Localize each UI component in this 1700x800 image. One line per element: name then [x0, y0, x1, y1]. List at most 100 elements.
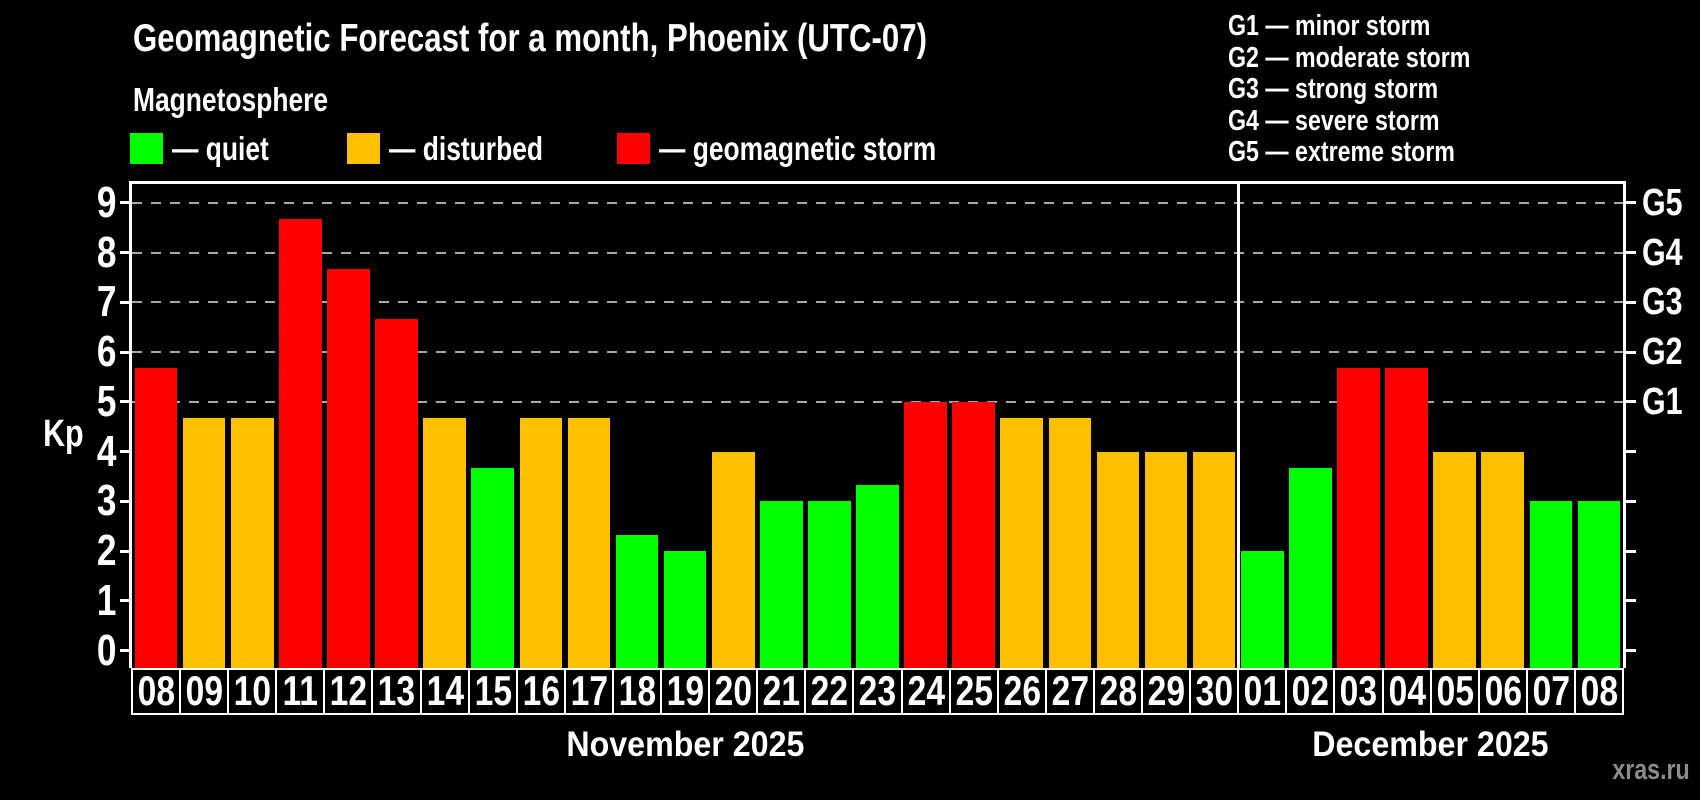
date-cell-label: 12	[330, 667, 368, 714]
y-axis-tick	[120, 499, 131, 503]
y-axis-tick	[120, 300, 131, 304]
date-cell: 24	[900, 668, 951, 715]
month-label-december: December 2025	[1231, 726, 1631, 764]
y-tick-label: 3	[36, 479, 116, 523]
legend-item-quiet: — quiet	[130, 131, 390, 166]
g-axis-label: G4	[1642, 233, 1700, 273]
g-axis-label-text: G2	[1642, 331, 1683, 373]
y-tick-label: 9	[36, 177, 116, 227]
date-cell-label: 16	[522, 667, 560, 714]
date-cell: 08	[1573, 668, 1624, 715]
date-cell: 04	[1381, 667, 1432, 715]
y-tick-label: 4	[36, 429, 116, 474]
date-cell-label: 11	[282, 667, 319, 714]
g-axis-label-text: G1	[1642, 380, 1683, 423]
bar-day-21	[760, 501, 803, 668]
gridline-kp7	[132, 301, 1623, 304]
bar-day-28	[1096, 451, 1140, 668]
right-axis-tick	[1625, 499, 1636, 503]
date-cell: 06	[1477, 668, 1528, 715]
date-cell-label: 26	[1003, 667, 1041, 714]
y-tick-label: 1	[36, 578, 116, 623]
date-cell: 28	[1092, 667, 1144, 715]
gridline-kp9	[132, 201, 1623, 204]
y-tick-label: 0	[36, 628, 116, 673]
date-cell-label: 10	[233, 667, 272, 714]
right-axis-tick	[1625, 549, 1636, 553]
gridline-kp5	[132, 400, 1623, 403]
bar-day-01	[1240, 551, 1284, 668]
legend-item-disturbed: — disturbed	[347, 130, 647, 167]
date-cell-label: 28	[1099, 667, 1137, 714]
disturbed-color-swatch	[347, 133, 380, 164]
bar-day-17	[567, 418, 611, 668]
g-axis-label-text: G3	[1642, 281, 1683, 324]
date-cell-label: 19	[666, 667, 705, 714]
y-tick-label: 6	[36, 330, 116, 374]
bar-day-18	[615, 534, 659, 668]
y-axis-tick	[120, 549, 131, 553]
page-title: Geomagnetic Forecast for a month, Phoeni…	[133, 18, 1125, 60]
storm-color-swatch	[617, 133, 650, 164]
bar-day-09	[182, 418, 226, 668]
bar-day-04	[1385, 368, 1428, 668]
y-tick-label-text: 9	[96, 177, 116, 227]
date-cell: 03	[1333, 668, 1384, 715]
bar-day-08	[1577, 501, 1621, 668]
bar-day-12	[327, 268, 370, 668]
bar-day-15	[471, 467, 515, 668]
bar-day-24	[904, 401, 947, 668]
chart-subtitle: Magnetosphere	[133, 81, 329, 118]
gridline-kp8	[132, 251, 1623, 254]
y-axis-title: Kp	[42, 413, 84, 455]
date-cell: 30	[1189, 668, 1240, 715]
date-cell: 14	[419, 668, 470, 715]
y-axis-tick	[120, 201, 131, 205]
page-title-text: Geomagnetic Forecast for a month, Phoeni…	[133, 17, 927, 60]
bar-day-10	[230, 418, 274, 668]
bar-day-29	[1144, 451, 1188, 668]
month-label-text: November 2025	[566, 725, 805, 764]
legend-label-storm: — geomagnetic storm	[659, 130, 937, 167]
g-axis-label-text: G4	[1642, 231, 1683, 274]
y-axis-tick	[120, 251, 131, 254]
y-tick-label: 2	[36, 529, 116, 573]
y-tick-label-text: 3	[96, 476, 116, 526]
y-tick-label: 8	[36, 227, 116, 277]
bar-day-25	[952, 401, 995, 668]
y-tick-label: 5	[36, 379, 116, 424]
right-axis-tick	[1625, 400, 1636, 404]
y-tick-label-text: 2	[96, 526, 116, 575]
legend-label-disturbed: — disturbed	[389, 130, 544, 167]
date-cell: 08	[131, 668, 182, 715]
right-axis-tick	[1625, 599, 1636, 603]
y-tick-label-text: 6	[96, 327, 116, 376]
date-cell-label: 23	[859, 667, 897, 714]
gridline-kp6	[132, 351, 1623, 353]
bar-day-26	[1000, 418, 1044, 668]
date-cell-label: 09	[185, 667, 224, 714]
month-label-november: November 2025	[485, 726, 885, 764]
y-axis-tick	[120, 400, 131, 404]
bar-day-27	[1048, 418, 1092, 668]
g-axis-label: G2	[1642, 332, 1700, 372]
y-tick-label-text: 8	[96, 227, 116, 277]
right-axis-tick	[1625, 300, 1636, 304]
date-cell-label: 13	[378, 667, 416, 714]
date-cell-label: 21	[762, 667, 801, 714]
bar-day-03	[1337, 368, 1380, 668]
date-cell: 18	[611, 668, 663, 715]
bar-day-05	[1433, 451, 1476, 668]
y-axis-tick	[120, 599, 131, 603]
bar-day-16	[519, 418, 563, 668]
date-cell: 27	[1044, 668, 1095, 715]
date-cell-label: 29	[1147, 667, 1186, 714]
bar-day-30	[1192, 451, 1236, 668]
date-cell-label: 04	[1388, 667, 1426, 714]
date-cell: 17	[563, 668, 614, 715]
g-scale-legend: G1 — minor storm G2 — moderate storm G3 …	[1228, 10, 1531, 169]
date-cell: 22	[804, 668, 855, 715]
date-cell: 25	[948, 668, 999, 715]
g-axis-label: G5	[1642, 183, 1700, 223]
